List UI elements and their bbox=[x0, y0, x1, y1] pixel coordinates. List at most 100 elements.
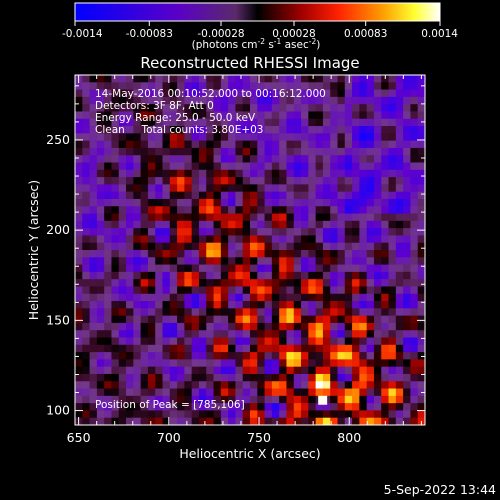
heatmap-pixel bbox=[75, 213, 83, 222]
heatmap-pixel bbox=[366, 177, 375, 185]
heatmap-pixel bbox=[140, 250, 149, 258]
heatmap-pixel bbox=[250, 191, 258, 200]
heatmap-pixel bbox=[155, 169, 163, 178]
heatmap-pixel bbox=[279, 133, 287, 142]
heatmap-pixel bbox=[257, 366, 265, 375]
heatmap-pixel bbox=[337, 140, 346, 149]
heatmap-pixel bbox=[96, 403, 105, 411]
heatmap-pixel bbox=[337, 235, 346, 244]
heatmap-pixel bbox=[169, 373, 178, 382]
heatmap-pixel bbox=[75, 206, 83, 214]
heatmap-pixel bbox=[140, 271, 149, 280]
heatmap-pixel bbox=[235, 271, 244, 280]
heatmap-pixel bbox=[235, 96, 244, 105]
heatmap-pixel bbox=[177, 111, 185, 120]
heatmap-pixel bbox=[250, 228, 258, 236]
heatmap-pixel bbox=[344, 403, 353, 411]
heatmap-pixel bbox=[177, 395, 185, 404]
heatmap-pixel bbox=[220, 147, 229, 156]
heatmap-pixel bbox=[228, 403, 236, 411]
heatmap-pixel bbox=[242, 308, 251, 317]
colorbar-tick-label: 0.00083 bbox=[344, 28, 387, 40]
heatmap-pixel bbox=[366, 206, 375, 214]
heatmap-pixel bbox=[140, 133, 149, 142]
heatmap-pixel bbox=[184, 322, 193, 331]
heatmap-pixel bbox=[344, 359, 353, 368]
heatmap-pixel bbox=[126, 381, 134, 389]
heatmap-pixel bbox=[104, 337, 112, 346]
heatmap-pixel bbox=[82, 279, 90, 287]
heatmap-pixel bbox=[242, 82, 251, 90]
heatmap-pixel bbox=[169, 322, 178, 331]
heatmap-pixel bbox=[198, 373, 207, 382]
heatmap-pixel bbox=[271, 126, 280, 134]
heatmap-pixel bbox=[301, 337, 309, 346]
heatmap-pixel bbox=[89, 220, 98, 229]
heatmap-pixel bbox=[344, 344, 353, 353]
heatmap-pixel bbox=[366, 359, 375, 368]
heatmap-pixel bbox=[381, 213, 389, 222]
heatmap-pixel bbox=[133, 279, 142, 287]
heatmap-pixel bbox=[133, 381, 142, 389]
heatmap-pixel bbox=[330, 257, 338, 265]
heatmap-pixel bbox=[271, 279, 280, 287]
heatmap-pixel bbox=[388, 315, 397, 324]
heatmap-pixel bbox=[162, 271, 171, 280]
heatmap-pixel bbox=[242, 388, 251, 397]
heatmap-pixel bbox=[395, 417, 404, 425]
heatmap-pixel bbox=[75, 322, 83, 331]
heatmap-pixel bbox=[169, 235, 178, 244]
heatmap-pixel bbox=[162, 366, 171, 375]
heatmap-pixel bbox=[162, 403, 171, 411]
heatmap-pixel bbox=[322, 359, 331, 368]
heatmap-pixel bbox=[155, 410, 163, 419]
heatmap-pixel bbox=[147, 381, 156, 389]
heatmap-pixel bbox=[250, 242, 258, 251]
heatmap-pixel bbox=[293, 250, 302, 258]
heatmap-pixel bbox=[162, 104, 171, 112]
heatmap-pixel bbox=[381, 104, 389, 112]
heatmap-pixel bbox=[220, 366, 229, 375]
heatmap-pixel bbox=[395, 104, 404, 112]
heatmap-pixel bbox=[279, 184, 287, 193]
heatmap-pixel bbox=[279, 82, 287, 90]
heatmap-pixel bbox=[410, 228, 419, 236]
heatmap-pixel bbox=[104, 133, 112, 142]
heatmap-pixel bbox=[235, 169, 244, 178]
heatmap-pixel bbox=[155, 366, 163, 375]
heatmap-pixel bbox=[191, 395, 200, 404]
heatmap-pixel bbox=[155, 89, 163, 98]
heatmap-pixel bbox=[271, 147, 280, 156]
heatmap-pixel bbox=[330, 381, 338, 389]
heatmap-pixel bbox=[403, 279, 411, 287]
heatmap-pixel bbox=[206, 366, 214, 375]
heatmap-pixel bbox=[206, 96, 214, 105]
heatmap-pixel bbox=[104, 410, 112, 419]
heatmap-pixel bbox=[366, 118, 375, 127]
heatmap-pixel bbox=[162, 330, 171, 338]
heatmap-pixel bbox=[301, 403, 309, 411]
heatmap-pixel bbox=[169, 177, 178, 185]
heatmap-pixel bbox=[242, 257, 251, 265]
heatmap-pixel bbox=[147, 133, 156, 142]
heatmap-pixel bbox=[410, 315, 419, 324]
heatmap-pixel bbox=[293, 140, 302, 149]
heatmap-pixel bbox=[381, 242, 389, 251]
heatmap-pixel bbox=[133, 352, 142, 360]
heatmap-pixel bbox=[155, 337, 163, 346]
heatmap-pixel bbox=[410, 126, 419, 134]
heatmap-pixel bbox=[184, 344, 193, 353]
heatmap-pixel bbox=[111, 257, 120, 265]
heatmap-pixel bbox=[104, 191, 112, 200]
heatmap-pixel bbox=[206, 126, 214, 134]
heatmap-pixel bbox=[279, 301, 287, 309]
heatmap-pixel bbox=[242, 191, 251, 200]
heatmap-pixel bbox=[403, 82, 411, 90]
heatmap-pixel bbox=[344, 169, 353, 178]
heatmap-pixel bbox=[366, 235, 375, 244]
heatmap-pixel bbox=[198, 322, 207, 331]
heatmap-pixel bbox=[82, 228, 90, 236]
heatmap-pixel bbox=[198, 242, 207, 251]
heatmap-pixel bbox=[279, 162, 287, 171]
heatmap-pixel bbox=[111, 250, 120, 258]
